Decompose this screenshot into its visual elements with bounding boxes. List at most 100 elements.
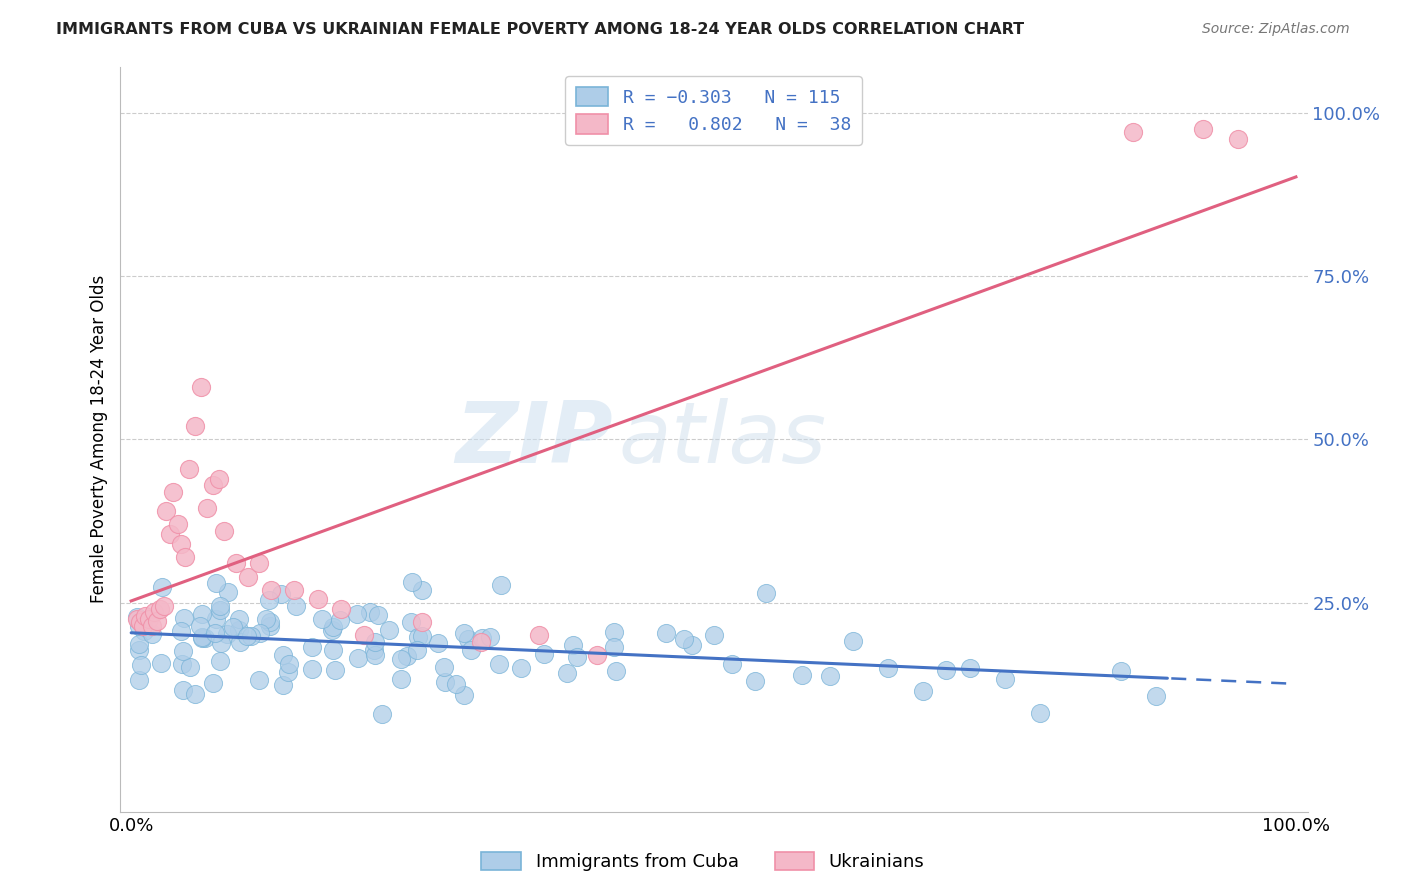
Point	[1191, 122, 1213, 136]
Point	[363, 643, 385, 657]
Point	[205, 612, 228, 626]
Point	[190, 618, 212, 632]
Point	[129, 615, 152, 630]
Point	[172, 644, 194, 658]
Point	[170, 537, 193, 551]
Point	[744, 673, 766, 688]
Point	[603, 625, 626, 640]
Point	[260, 582, 283, 597]
Point	[703, 628, 725, 642]
Point	[191, 630, 214, 644]
Point	[755, 586, 778, 600]
Point	[460, 643, 482, 657]
Point	[183, 687, 205, 701]
Point	[457, 632, 479, 646]
Point	[159, 527, 181, 541]
Point	[205, 576, 228, 591]
Point	[166, 517, 188, 532]
Point	[209, 654, 232, 668]
Point	[222, 620, 245, 634]
Point	[346, 607, 368, 622]
Text: atlas: atlas	[619, 398, 827, 481]
Point	[359, 605, 381, 619]
Point	[277, 665, 299, 680]
Point	[184, 419, 207, 434]
Text: Source: ZipAtlas.com: Source: ZipAtlas.com	[1202, 22, 1350, 37]
Point	[173, 549, 195, 564]
Point	[370, 707, 392, 722]
Point	[367, 607, 389, 622]
Point	[453, 688, 475, 702]
Point	[208, 599, 231, 613]
Point	[204, 626, 226, 640]
Point	[877, 661, 900, 675]
Point	[236, 569, 259, 583]
Point	[353, 628, 375, 642]
Point	[818, 669, 841, 683]
Point	[401, 575, 423, 590]
Point	[202, 676, 225, 690]
Point	[478, 630, 501, 644]
Point	[562, 638, 585, 652]
Point	[128, 619, 150, 633]
Point	[149, 602, 172, 616]
Point	[434, 674, 457, 689]
Point	[128, 642, 150, 657]
Point	[152, 599, 174, 613]
Point	[128, 637, 150, 651]
Point	[162, 484, 184, 499]
Point	[681, 638, 703, 652]
Point	[132, 618, 155, 632]
Point	[179, 659, 201, 673]
Point	[228, 623, 250, 637]
Point	[141, 618, 163, 632]
Point	[321, 623, 343, 637]
Point	[214, 524, 236, 538]
Point	[603, 640, 626, 654]
Point	[721, 657, 744, 671]
Point	[378, 623, 401, 637]
Point	[284, 599, 307, 614]
Point	[225, 557, 247, 571]
Point	[399, 615, 422, 630]
Point	[329, 613, 352, 627]
Point	[488, 657, 510, 672]
Point	[527, 628, 550, 642]
Point	[146, 614, 169, 628]
Point	[217, 585, 239, 599]
Point	[555, 666, 578, 681]
Point	[150, 580, 173, 594]
Point	[470, 635, 492, 649]
Point	[134, 624, 156, 638]
Point	[143, 606, 166, 620]
Point	[271, 678, 294, 692]
Point	[364, 648, 387, 662]
Point	[406, 630, 429, 644]
Point	[301, 640, 323, 654]
Point	[959, 661, 981, 675]
Point	[329, 602, 352, 616]
Point	[391, 652, 413, 666]
Point	[605, 664, 627, 678]
Point	[128, 673, 150, 687]
Point	[323, 663, 346, 677]
Point	[215, 627, 238, 641]
Point	[912, 684, 935, 698]
Point	[179, 461, 201, 475]
Point	[453, 625, 475, 640]
Point	[240, 630, 263, 644]
Point	[129, 658, 152, 673]
Point	[170, 657, 193, 671]
Legend: Immigrants from Cuba, Ukrainians: Immigrants from Cuba, Ukrainians	[474, 846, 932, 879]
Point	[1028, 706, 1050, 720]
Point	[149, 656, 172, 670]
Point	[565, 650, 588, 665]
Point	[405, 643, 427, 657]
Point	[249, 625, 271, 640]
Point	[259, 615, 281, 629]
Point	[533, 647, 555, 661]
Point	[207, 471, 229, 485]
Text: ZIP: ZIP	[456, 398, 613, 481]
Point	[322, 642, 344, 657]
Point	[1144, 690, 1167, 704]
